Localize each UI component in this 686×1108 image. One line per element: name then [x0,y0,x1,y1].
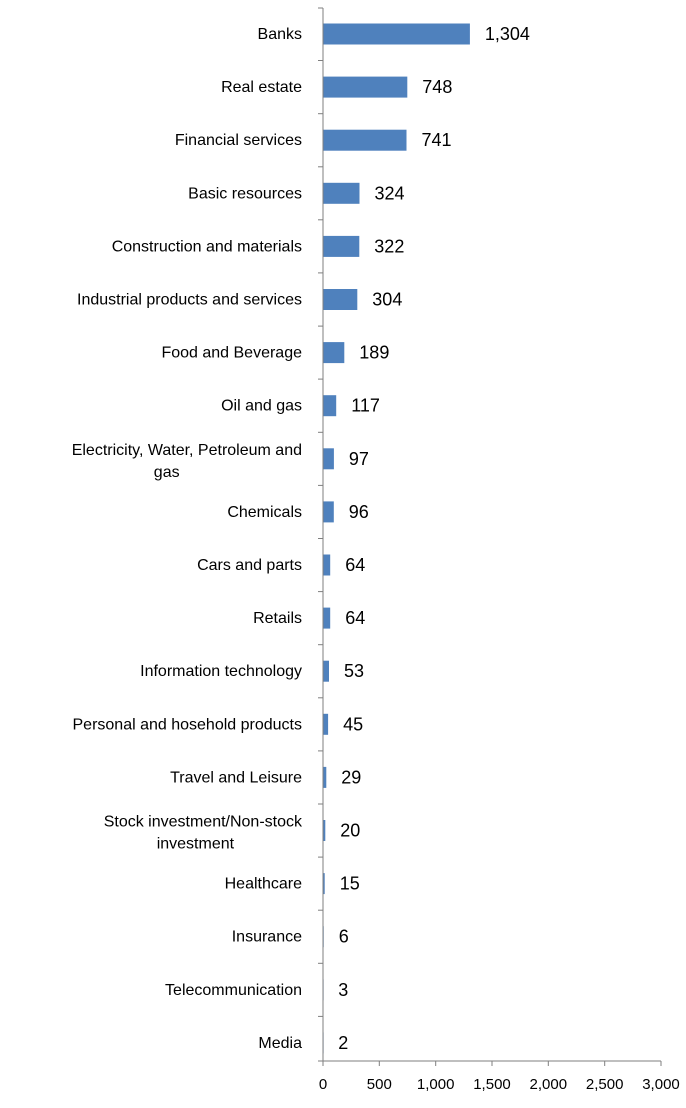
data-label: 117 [351,396,380,416]
data-label: 64 [345,608,365,628]
data-label: 748 [422,77,452,97]
data-label: 20 [340,821,360,841]
category-label: Construction and materials [112,238,302,255]
bar [323,76,408,98]
category-label: Chemicals [227,504,302,521]
bar [323,235,360,257]
bar [323,342,345,364]
data-label: 96 [349,502,369,522]
category-label: Cars and parts [197,557,302,574]
category-label: Information technology [140,663,302,680]
bar [323,607,331,629]
data-label: 6 [339,927,349,947]
bar [323,873,325,895]
category-label: Real estate [221,79,302,96]
bar [323,182,360,204]
bar [323,448,334,470]
x-tick-label: 3,000 [642,1076,680,1093]
category-label: Retails [253,610,302,627]
data-label: 741 [422,130,452,150]
category-label: Financial services [175,132,302,149]
bar [323,129,407,151]
x-tick-label: 2,000 [530,1076,568,1093]
category-label: Travel and Leisure [170,769,302,786]
data-label: 2 [338,1033,348,1053]
category-label: Insurance [232,929,302,946]
x-tick-label: 2,500 [586,1076,624,1093]
data-label: 29 [341,767,361,787]
category-label: Media [258,1035,302,1052]
x-tick-label: 1,500 [473,1076,511,1093]
x-tick-label: 1,000 [417,1076,455,1093]
category-label: Oil and gas [221,398,302,415]
category-label: Personal and hosehold products [73,716,303,733]
data-label: 97 [349,449,369,469]
data-label: 1,304 [485,24,530,44]
category-label: Telecommunication [165,982,302,999]
data-label: 15 [340,874,360,894]
bar [323,554,331,576]
x-tick-label: 0 [319,1076,327,1093]
category-label: Basic resources [188,185,302,202]
data-label: 324 [375,183,405,203]
bar [323,395,337,417]
data-label: 3 [338,980,348,1000]
data-label: 189 [359,343,389,363]
category-label: Stock investment/Non-stock investment [104,814,303,853]
bar [323,766,327,788]
category-label: Healthcare [225,876,302,893]
bar [323,23,470,45]
x-tick-label: 500 [367,1076,392,1093]
data-label: 45 [343,714,363,734]
bar [323,820,326,841]
bar [323,501,334,523]
data-label: 322 [374,236,404,256]
category-label: Industrial products and services [77,292,302,309]
bar [323,289,358,310]
category-label: Food and Beverage [161,345,302,362]
data-label: 53 [344,661,364,681]
data-label: 64 [345,555,365,575]
data-label: 304 [372,290,402,310]
category-label: Electricity, Water, Petroleum and gas [72,442,302,481]
bar [323,713,329,735]
category-label: Banks [258,26,302,43]
bar [323,660,329,682]
